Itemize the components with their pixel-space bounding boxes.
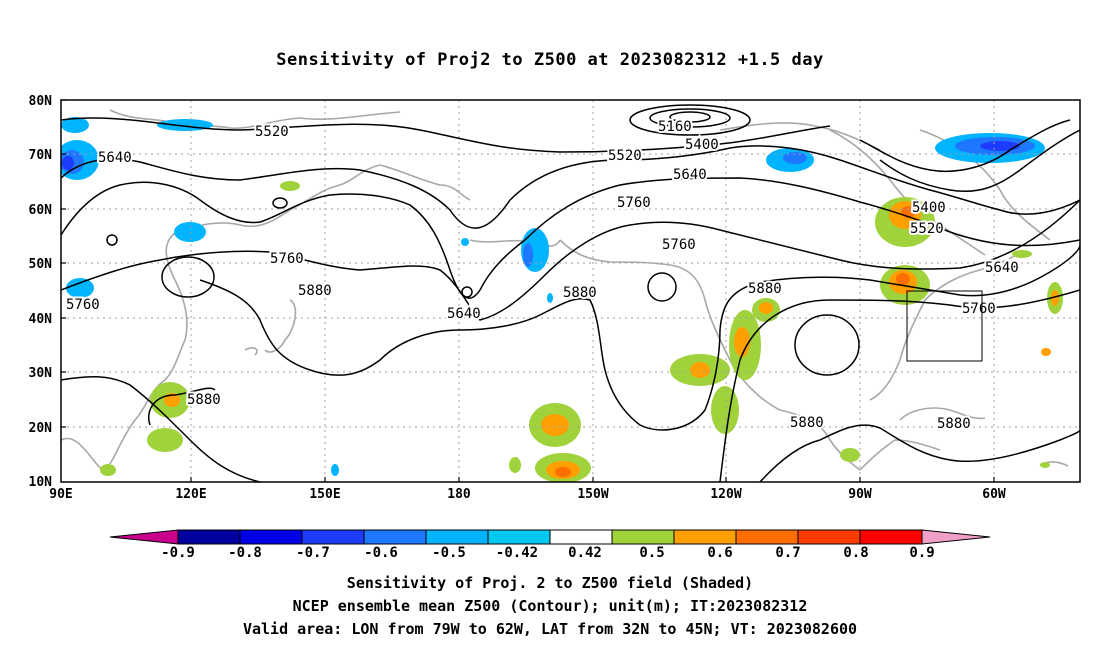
colorbar-segment	[425, 529, 489, 545]
plot-frame	[60, 99, 1081, 483]
tick-marks	[61, 99, 995, 482]
z500-contours	[61, 104, 1080, 482]
lon-tick-label: 90E	[49, 487, 72, 502]
contour-label: 5760	[962, 301, 996, 317]
colorbar-segment	[487, 529, 551, 545]
lat-tick-label: 40N	[29, 312, 53, 327]
contour-label: 5400	[685, 137, 719, 153]
colorbar-segment	[859, 529, 923, 545]
colorbar-tick-labels: -0.9 -0.8 -0.7 -0.6 -0.5 -0.42 0.42 0.5 …	[161, 545, 935, 561]
contour-label: 5640	[447, 306, 481, 322]
contour-label: 5880	[748, 281, 782, 297]
contour-label: 5520	[910, 221, 944, 237]
colorbar-label: 0.42	[568, 545, 602, 561]
contour-label: 5880	[563, 285, 597, 301]
contour-label: 5880	[937, 416, 971, 432]
lat-tick-label: 30N	[29, 366, 53, 381]
positive-sensitivity-areas	[100, 181, 1063, 482]
lon-tick-label: 150E	[309, 487, 340, 502]
contour-label: 5880	[187, 392, 221, 408]
contour-label: 5160	[658, 119, 692, 135]
lon-tick-labels: 90E 120E 150E 180 150W 120W 90W 60W	[49, 487, 1006, 502]
colorbar-label: -0.5	[432, 545, 466, 561]
caption-shading: Sensitivity of Proj. 2 to Z500 field (Sh…	[346, 574, 754, 592]
lat-tick-label: 50N	[29, 257, 53, 272]
caption-contour: NCEP ensemble mean Z500 (Contour); unit(…	[292, 597, 808, 615]
colorbar-label: 0.9	[909, 545, 934, 561]
colorbar-label: -0.42	[496, 545, 538, 561]
lat-tick-label: 20N	[29, 421, 53, 436]
valid-area-box	[906, 290, 983, 362]
contour-label: 5760	[617, 195, 651, 211]
colorbar-segment	[549, 529, 613, 545]
colorbar	[109, 529, 991, 545]
contour-label: 5760	[66, 297, 100, 313]
colorbar-label: 0.7	[775, 545, 800, 561]
colorbar-segment	[363, 529, 427, 545]
colorbar-label: -0.8	[228, 545, 262, 561]
lon-tick-label: 150W	[577, 487, 608, 502]
lon-tick-label: 90W	[848, 487, 872, 502]
lon-tick-label: 180	[447, 487, 471, 502]
contour-label: 5760	[270, 251, 304, 267]
colorbar-label: 0.5	[639, 545, 664, 561]
colorbar-segment	[611, 529, 675, 545]
contour-label: 5400	[912, 200, 946, 216]
colorbar-label: -0.7	[296, 545, 330, 561]
lat-tick-label: 70N	[29, 148, 53, 163]
lat-tick-labels: 80N 70N 60N 50N 40N 30N 20N 10N	[29, 94, 53, 490]
contour-label: 5640	[673, 167, 707, 183]
lon-tick-label: 60W	[982, 487, 1006, 502]
lon-tick-label: 120W	[710, 487, 741, 502]
colorbar-segment	[735, 529, 799, 545]
contour-label: 5760	[662, 237, 696, 253]
plot-title: Sensitivity of Proj2 to Z500 at 20230823…	[276, 50, 824, 70]
colorbar-label: -0.6	[364, 545, 398, 561]
sensitivity-shading	[61, 117, 1063, 482]
contour-label: 5640	[98, 150, 132, 166]
contour-label: 5880	[790, 415, 824, 431]
colorbar-segment	[673, 529, 737, 545]
colorbar-upper-extension	[921, 529, 991, 545]
colorbar-segment	[239, 529, 303, 545]
contour-label: 5880	[298, 283, 332, 299]
contour-label: 5520	[255, 124, 289, 140]
colorbar-label: 0.6	[707, 545, 732, 561]
contour-label: 5640	[985, 260, 1019, 276]
colorbar-label: -0.9	[161, 545, 195, 561]
lat-tick-label: 80N	[29, 94, 53, 109]
contour-labels: 5520 5640 5160 5400 5520 5640 5760 5400 …	[64, 117, 1021, 434]
colorbar-label: 0.8	[843, 545, 868, 561]
caption-valid-area: Valid area: LON from 79W to 62W, LAT fro…	[242, 620, 858, 638]
gridlines	[61, 100, 1080, 482]
colorbar-segment	[797, 529, 861, 545]
lon-tick-label: 120E	[175, 487, 206, 502]
lat-tick-label: 60N	[29, 203, 53, 218]
colorbar-segment	[177, 529, 241, 545]
contour-label: 5520	[608, 148, 642, 164]
colorbar-lower-extension	[109, 529, 179, 545]
lat-tick-label: 10N	[29, 475, 53, 490]
negative-sensitivity-areas	[61, 117, 1045, 476]
colorbar-segment	[301, 529, 365, 545]
